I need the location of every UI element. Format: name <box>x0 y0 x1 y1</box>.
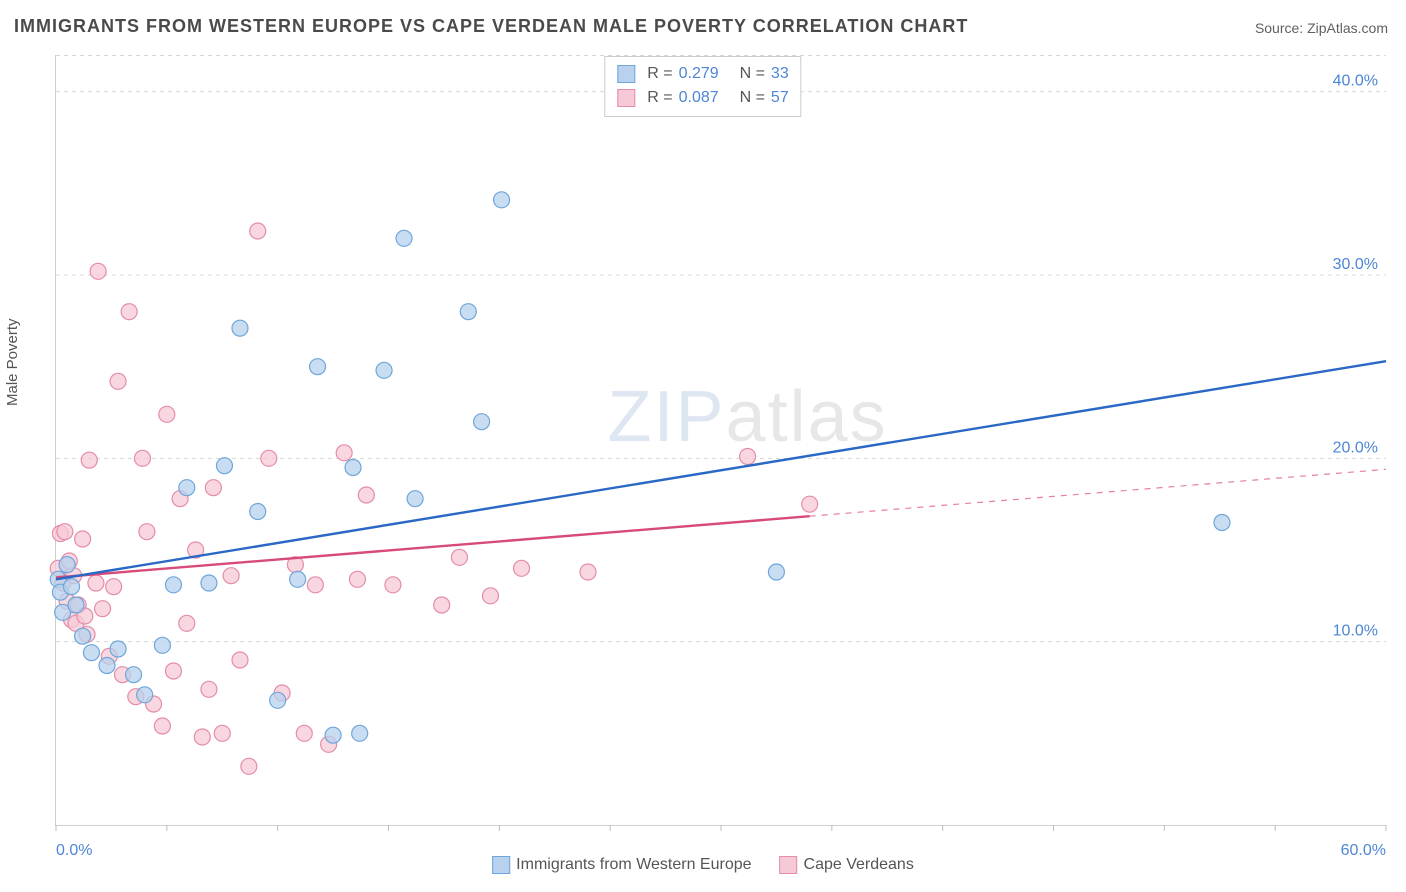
plot-area: 10.0%20.0%30.0%40.0%0.0%60.0% ZIPatlas <box>55 55 1386 826</box>
n-label: N = <box>740 62 765 86</box>
svg-text:30.0%: 30.0% <box>1333 256 1378 273</box>
series-legend: Immigrants from Western Europe Cape Verd… <box>492 856 914 874</box>
svg-text:40.0%: 40.0% <box>1333 73 1378 90</box>
svg-text:20.0%: 20.0% <box>1333 439 1378 456</box>
chart-title: IMMIGRANTS FROM WESTERN EUROPE VS CAPE V… <box>14 16 968 37</box>
y-axis-label: Male Poverty <box>4 318 21 406</box>
n-value: 57 <box>771 86 789 110</box>
series-legend-item-2: Cape Verdeans <box>780 856 914 874</box>
r-value: 0.087 <box>679 86 719 110</box>
swatch-icon <box>780 856 798 874</box>
svg-text:0.0%: 0.0% <box>56 842 92 859</box>
correlation-legend-row-1: R = 0.279 N = 33 <box>617 62 788 86</box>
series-legend-item-1: Immigrants from Western Europe <box>492 856 751 874</box>
n-label: N = <box>740 86 765 110</box>
correlation-legend-row-2: R = 0.087 N = 57 <box>617 86 788 110</box>
r-label: R = <box>647 62 672 86</box>
chart-container: IMMIGRANTS FROM WESTERN EUROPE VS CAPE V… <box>0 0 1406 892</box>
svg-text:10.0%: 10.0% <box>1333 623 1378 640</box>
n-value: 33 <box>771 62 789 86</box>
chart-svg: 10.0%20.0%30.0%40.0%0.0%60.0% <box>56 55 1386 825</box>
swatch-icon <box>492 856 510 874</box>
swatch-icon <box>617 65 635 83</box>
series-label: Cape Verdeans <box>804 856 914 874</box>
source-attribution: Source: ZipAtlas.com <box>1255 20 1388 36</box>
svg-text:60.0%: 60.0% <box>1341 842 1386 859</box>
r-label: R = <box>647 86 672 110</box>
series-label: Immigrants from Western Europe <box>516 856 751 874</box>
correlation-legend: R = 0.279 N = 33 R = 0.087 N = 57 <box>604 56 801 117</box>
swatch-icon <box>617 89 635 107</box>
r-value: 0.279 <box>679 62 719 86</box>
